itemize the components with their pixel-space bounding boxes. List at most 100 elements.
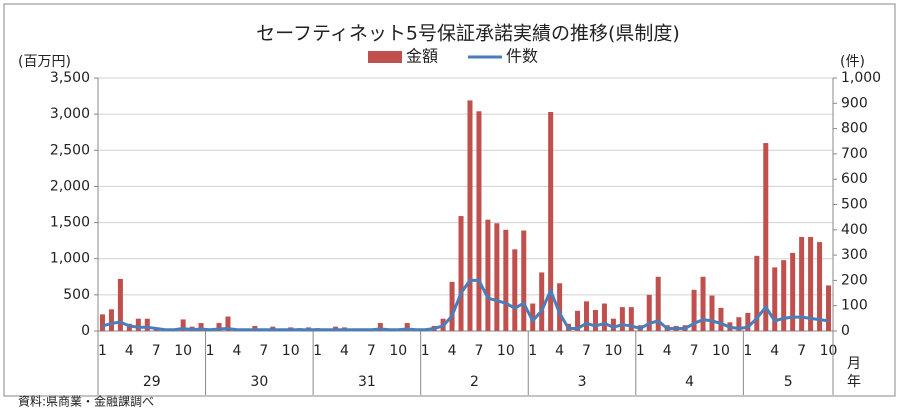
- x-tick-label: 10: [604, 343, 622, 359]
- bar: [592, 310, 598, 331]
- y2-tick-label: 0: [841, 323, 850, 339]
- bar: [225, 316, 231, 331]
- bar: [216, 323, 222, 331]
- year-label: 5: [784, 374, 793, 390]
- bar: [377, 323, 383, 331]
- year-label: 29: [143, 374, 161, 390]
- x-tick-label: 4: [340, 343, 349, 359]
- bar: [458, 216, 464, 331]
- bar: [198, 323, 204, 331]
- bar: [691, 289, 697, 331]
- bar: [539, 272, 545, 331]
- x-tick-label: 1: [743, 343, 752, 359]
- bar: [521, 230, 527, 331]
- year-label: 4: [685, 374, 694, 390]
- year-label: 2: [470, 374, 479, 390]
- source: 資料:県商業・金融課調べ: [18, 394, 154, 409]
- bar: [736, 317, 742, 331]
- y2-tick-label: 100: [841, 298, 868, 314]
- bar: [745, 312, 751, 331]
- y-tick-label: 1,500: [50, 215, 90, 231]
- bar: [718, 307, 724, 331]
- x-tick-label: 4: [663, 343, 672, 359]
- bar: [485, 219, 491, 331]
- y-tick-label: 2,500: [50, 142, 90, 158]
- x-tick-label: 1: [421, 343, 430, 359]
- bar: [790, 252, 796, 331]
- bar: [754, 255, 760, 331]
- bar: [135, 318, 141, 331]
- x-tick-label: 7: [797, 343, 806, 359]
- bar: [646, 294, 652, 331]
- x-tick-label: 7: [474, 343, 483, 359]
- line: [102, 278, 829, 332]
- x-unit: 年: [847, 374, 861, 390]
- y-tick-label: 0: [81, 323, 90, 339]
- bar: [117, 278, 123, 331]
- y2-tick-label: 600: [841, 171, 868, 187]
- bar: [781, 260, 787, 331]
- y2-tick-label: 200: [841, 272, 868, 288]
- y2-tick-label: 500: [841, 197, 868, 213]
- x-unit: 月: [847, 356, 861, 372]
- legend-swatch: [368, 51, 402, 63]
- y2-tick-label: 800: [841, 121, 868, 137]
- bar: [709, 295, 715, 331]
- bar: [772, 267, 778, 331]
- x-tick-label: 7: [582, 343, 591, 359]
- chart-frame: [3, 3, 896, 397]
- x-tick-label: 10: [174, 343, 192, 359]
- bar: [530, 303, 536, 331]
- bar: [655, 276, 661, 331]
- bar: [180, 319, 186, 331]
- bar: [467, 100, 473, 331]
- x-tick-label: 4: [555, 343, 564, 359]
- x-tick-label: 10: [389, 343, 407, 359]
- bar: [144, 318, 150, 331]
- x-tick-label: 10: [282, 343, 300, 359]
- x-tick-label: 1: [206, 343, 215, 359]
- x-tick-label: 7: [367, 343, 376, 359]
- bar: [583, 301, 590, 331]
- bar: [799, 237, 805, 331]
- bar: [512, 249, 518, 331]
- y2-tick-label: 400: [841, 222, 868, 238]
- bar: [601, 303, 607, 331]
- x-tick-label: 7: [690, 343, 699, 359]
- legend-label: 件数: [506, 47, 538, 66]
- y-axis-label: (百万円): [18, 54, 71, 70]
- y-tick-label: 500: [63, 287, 90, 303]
- y2-axis-label: (件): [840, 54, 865, 70]
- bar: [503, 229, 509, 331]
- y-tick-label: 3,000: [50, 106, 90, 122]
- year-label: 3: [578, 374, 587, 390]
- y-tick-label: 3,500: [50, 70, 90, 86]
- bar: [808, 237, 814, 331]
- x-tick-label: 4: [448, 343, 457, 359]
- y2-tick-label: 1,000: [841, 70, 881, 86]
- y-tick-label: 1,000: [50, 251, 90, 267]
- bar: [817, 242, 823, 331]
- x-tick-label: 1: [528, 343, 537, 359]
- x-tick-label: 7: [259, 343, 268, 359]
- bar: [476, 111, 482, 331]
- y2-tick-label: 300: [841, 247, 868, 263]
- bar: [449, 281, 455, 331]
- y2-tick-label: 700: [841, 146, 868, 162]
- x-tick-label: 4: [770, 343, 779, 359]
- x-tick-label: 1: [636, 343, 645, 359]
- bar: [763, 143, 769, 331]
- bar: [548, 111, 554, 331]
- year-label: 30: [250, 374, 268, 390]
- x-tick-label: 10: [497, 343, 515, 359]
- bar: [619, 307, 625, 331]
- bar: [557, 283, 563, 331]
- bar: [700, 276, 706, 331]
- bar: [575, 310, 581, 331]
- bar: [404, 323, 410, 331]
- x-tick-label: 1: [313, 343, 322, 359]
- year-label: 31: [358, 374, 376, 390]
- x-tick-label: 10: [820, 343, 838, 359]
- legend-label: 金額: [406, 47, 438, 66]
